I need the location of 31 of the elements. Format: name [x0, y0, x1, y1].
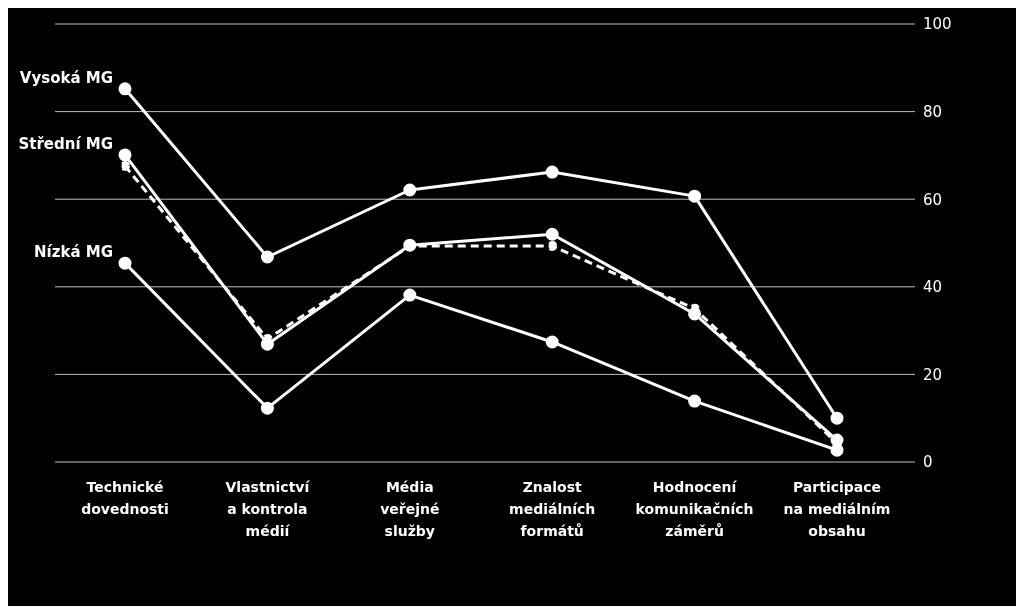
x-tick-label: Znalost mediálních formátů — [509, 479, 596, 539]
series-label: Nízká MG — [34, 243, 113, 262]
y-tick-label: 80 — [923, 102, 943, 121]
series-label: Vysoká MG — [19, 68, 113, 87]
point — [830, 411, 844, 425]
point — [260, 250, 274, 264]
point — [545, 165, 559, 179]
x-tick-label: Média veřejné služby — [380, 479, 440, 539]
point — [120, 160, 130, 171]
point — [403, 288, 417, 302]
point — [403, 183, 417, 197]
x-tick-label: Hodnocení komunikačních záměrů — [635, 479, 754, 539]
point — [118, 82, 132, 96]
point — [118, 148, 132, 162]
point — [260, 401, 274, 415]
y-tick-label: 60 — [923, 190, 943, 209]
point — [547, 241, 558, 252]
y-tick-label: 0 — [923, 453, 933, 472]
y-tick-label: 40 — [923, 278, 943, 297]
x-tick-label: Vlastnictví a kontrola médií — [225, 479, 311, 539]
point — [545, 227, 559, 241]
point — [830, 443, 844, 457]
x-tick-label: Technické dovednosti — [81, 479, 169, 517]
x-tick-label: Participace na mediálním obsahu — [783, 479, 891, 539]
series-label: Střední MG — [18, 134, 113, 153]
point — [688, 189, 702, 203]
y-tick-label: 100 — [923, 15, 952, 34]
y-tick-label: 20 — [923, 365, 943, 384]
point — [545, 335, 559, 349]
point — [688, 394, 702, 408]
point — [118, 256, 132, 270]
